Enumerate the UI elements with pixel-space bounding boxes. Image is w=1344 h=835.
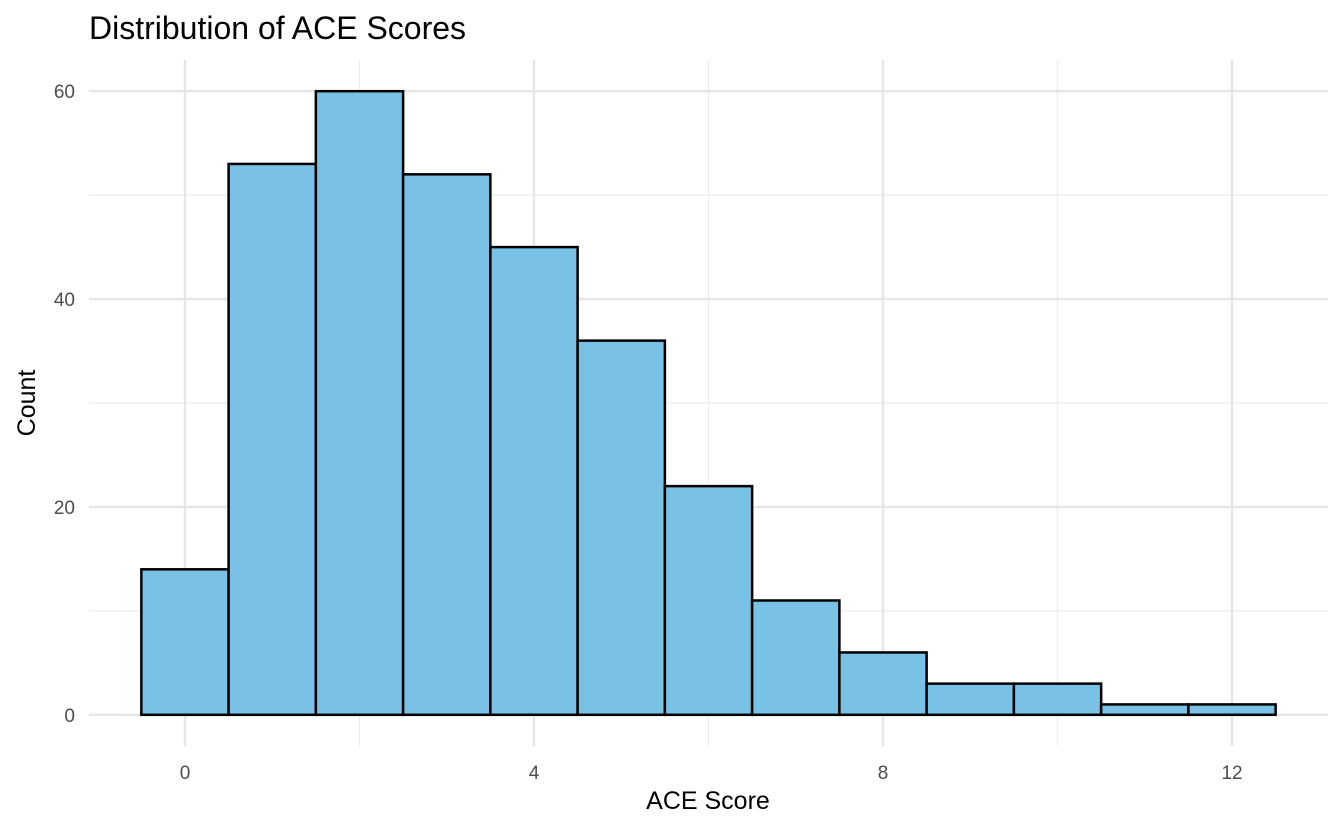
y-tick-label: 0: [64, 706, 75, 727]
chart-title: Distribution of ACE Scores: [89, 10, 466, 46]
x-tick-label: 4: [529, 763, 540, 784]
y-tick-label: 40: [54, 290, 75, 311]
y-tick-label: 20: [54, 498, 75, 519]
y-tick-label: 60: [54, 82, 75, 103]
histogram-bar: [1187, 703, 1277, 717]
tick-labels: 0 4 8 12 0 20 40 60: [54, 82, 1243, 784]
histogram-bar: [576, 339, 667, 717]
histogram-bar: [227, 162, 318, 717]
histogram-bar: [663, 484, 754, 717]
histogram-bar: [838, 651, 928, 717]
x-tick-label: 12: [1221, 763, 1242, 784]
histogram-bar: [314, 89, 405, 717]
histogram-bar: [1099, 703, 1190, 717]
x-tick-label: 0: [180, 763, 191, 784]
histogram-bars: [140, 89, 1277, 717]
x-tick-label: 8: [878, 763, 889, 784]
histogram-bar: [1012, 682, 1103, 717]
histogram-bar: [489, 245, 579, 717]
gridlines: [89, 60, 1328, 746]
histogram-bar: [401, 173, 492, 717]
histogram-bar: [750, 599, 841, 717]
histogram-bar: [925, 682, 1016, 717]
y-axis-label: Count: [13, 370, 41, 437]
x-axis-label: ACE Score: [646, 787, 770, 815]
histogram-bar: [140, 568, 230, 717]
